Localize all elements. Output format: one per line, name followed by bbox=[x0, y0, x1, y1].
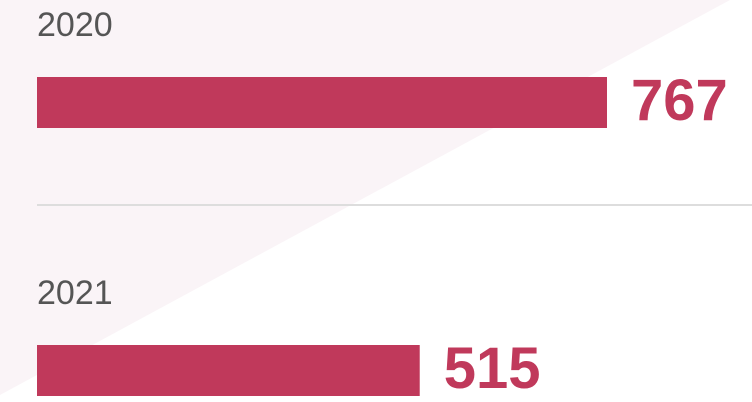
bar bbox=[37, 77, 607, 128]
background-shape bbox=[0, 0, 730, 395]
category-label: 2020 bbox=[37, 6, 113, 44]
value-label: 515 bbox=[444, 336, 541, 401]
value-label: 767 bbox=[631, 68, 728, 133]
category-label: 2021 bbox=[37, 274, 113, 312]
bar bbox=[37, 345, 420, 396]
